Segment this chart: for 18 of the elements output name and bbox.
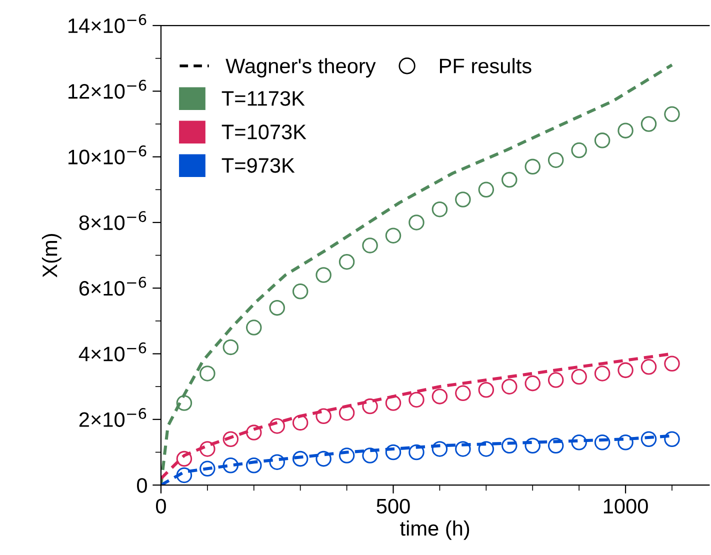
legend-label: T=1073K: [222, 124, 306, 140]
y-tick-label: 12×10$^{−6}$: [68, 80, 146, 99]
y-tick-label: 14×10$^{−6}$: [68, 14, 146, 34]
y-tick-label: 0: [137, 478, 147, 493]
annotation: Wagner's theory: [226, 58, 376, 78]
x-tick-label: 0: [156, 498, 166, 514]
y-tick-label: 2×10$^{−6}$: [79, 408, 146, 428]
y-tick-label: 8×10$^{−6}$: [79, 211, 146, 230]
y-tick-label: 6×10$^{−6}$: [79, 276, 146, 296]
y-tick-label: 4×10$^{−6}$: [78, 342, 146, 362]
y-axis-title: X(m): [42, 234, 62, 278]
x-tick-label: 500: [376, 498, 410, 514]
annotation: PF results: [440, 58, 532, 74]
x-tick-label: 1000: [604, 498, 648, 514]
y-tick-label: 10×10$^{−6}$: [68, 145, 146, 164]
legend-label: T=973K: [222, 158, 295, 173]
x-axis-title: time (h): [400, 520, 470, 540]
legend-label: T=1173K: [222, 91, 305, 106]
